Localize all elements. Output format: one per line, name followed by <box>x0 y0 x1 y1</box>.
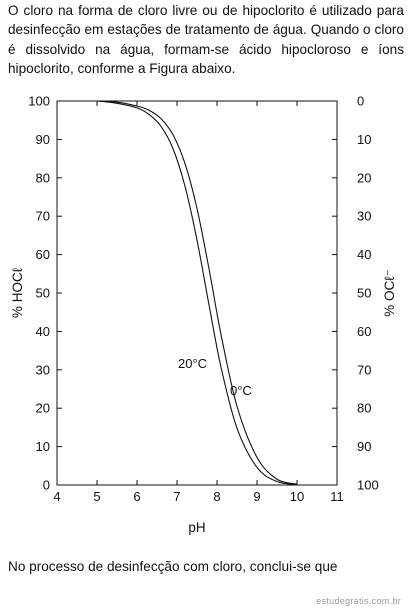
y-tick-label-left: 60 <box>36 247 50 262</box>
y-tick-label-right: 20 <box>357 170 371 185</box>
y-tick-label-right: 100 <box>357 478 379 493</box>
y-tick-label-left: 0 <box>43 478 50 493</box>
series-line-1 <box>96 100 298 486</box>
y-tick-label-right: 90 <box>357 439 371 454</box>
y-tick-label-right: 50 <box>357 286 371 301</box>
plot-frame <box>56 100 338 486</box>
x-tick-label: 6 <box>133 489 140 504</box>
y-tick-label-right: 70 <box>357 362 371 377</box>
x-tick-label: 4 <box>53 489 60 504</box>
y-tick-label-left: 80 <box>36 170 50 185</box>
y-tick-label-right: 40 <box>357 247 371 262</box>
y-tick-label-left: 90 <box>36 132 50 147</box>
series-line-0 <box>96 100 298 485</box>
x-tick-label: 11 <box>330 489 344 504</box>
y-tick-label-left: 40 <box>36 324 50 339</box>
y-tick-label-right: 0 <box>357 94 364 109</box>
y-tick-label-right: 10 <box>357 132 371 147</box>
x-tick-label: 9 <box>253 489 260 504</box>
x-tick-label: 5 <box>93 489 100 504</box>
series-label-20c: 20°C <box>178 356 207 371</box>
y-tick-label-left: 50 <box>36 286 50 301</box>
question-text: No processo de desinfecção com cloro, co… <box>8 559 338 574</box>
intro-paragraph: O cloro na forma de cloro livre ou de hi… <box>8 3 404 77</box>
y-tick-label-left: 100 <box>28 94 50 109</box>
x-tick-label: 7 <box>173 489 180 504</box>
y-tick-label-right: 30 <box>357 209 371 224</box>
x-tick-label: 10 <box>290 489 304 504</box>
x-tick-label: 8 <box>213 489 220 504</box>
y-tick-label-left: 30 <box>36 362 50 377</box>
series-label-0c: 0°C <box>230 383 252 398</box>
y-tick-label-left: 70 <box>36 209 50 224</box>
hocl-ocl-ph-chart: 4 5 6 7 8 9 10 11010203040506070809010010090807… <box>10 94 397 536</box>
x-axis-label: pH <box>188 520 205 535</box>
y-axis-label-left: % HOCℓ <box>10 267 25 318</box>
y-tick-label-right: 80 <box>357 401 371 416</box>
y-tick-label-right: 60 <box>357 324 371 339</box>
y-axis-label-right: % OCℓ⁻ <box>382 269 397 317</box>
watermark: estudegratis.com.br <box>316 596 401 606</box>
y-tick-label-left: 10 <box>36 439 50 454</box>
y-tick-label-left: 20 <box>36 401 50 416</box>
